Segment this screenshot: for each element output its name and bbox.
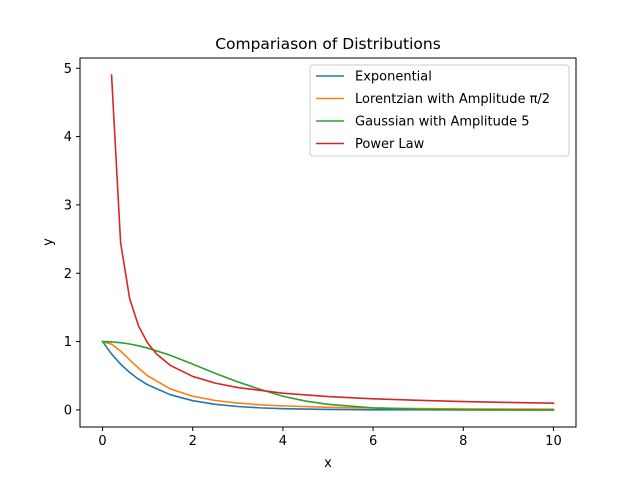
series-line-4 <box>110 74 555 405</box>
legend-label-3: Gaussian with Amplitude 5 <box>355 115 530 130</box>
y-tick-label: 5 <box>64 62 72 77</box>
x-axis-label: x <box>324 456 332 471</box>
legend-label-2: Lorentzian with Amplitude π/2 <box>355 92 550 107</box>
legend-label-4: Power Law <box>355 137 425 152</box>
y-tick-label: 1 <box>64 335 72 350</box>
y-axis-label: y <box>41 238 56 246</box>
x-tick-label: 0 <box>98 434 106 449</box>
series-lines <box>101 74 555 411</box>
y-tick-label: 2 <box>64 267 72 282</box>
y-tick-label: 4 <box>64 130 72 145</box>
x-tick-label: 8 <box>459 434 467 449</box>
plot-frame <box>79 57 577 428</box>
x-tick-label: 10 <box>545 434 562 449</box>
x-tick-label: 2 <box>189 434 197 449</box>
x-axis-ticks: 0 2 4 6 8 10 <box>98 427 562 449</box>
y-axis-ticks: 0 1 2 3 4 5 <box>64 62 80 418</box>
x-tick-label: 6 <box>369 434 377 449</box>
legend: Exponential Lorentzian with Amplitude π/2… <box>309 64 570 157</box>
x-tick-label: 4 <box>279 434 287 449</box>
y-tick-label: 0 <box>64 403 72 418</box>
legend-box <box>309 64 570 157</box>
legend-items: Exponential Lorentzian with Amplitude π/2… <box>316 70 550 152</box>
y-tick-label: 3 <box>64 198 72 213</box>
series-line-3 <box>101 340 555 411</box>
legend-label-1: Exponential <box>355 70 432 85</box>
chart-title: Compariason of Distributions <box>215 35 441 53</box>
